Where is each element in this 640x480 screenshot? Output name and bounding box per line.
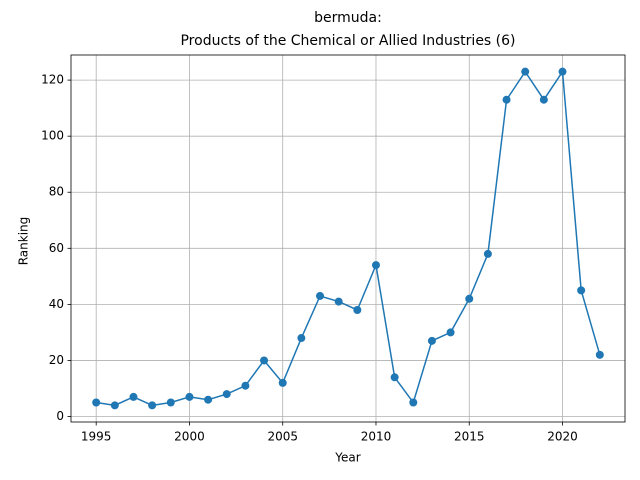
marker (148, 401, 157, 410)
chart-title: bermuda: (314, 10, 382, 26)
marker (297, 334, 306, 343)
marker (371, 261, 380, 270)
x-tick-label: 2015 (454, 430, 485, 444)
marker (577, 286, 586, 295)
y-tick-label: 120 (41, 73, 64, 87)
y-tick-label: 100 (41, 129, 64, 143)
marker (278, 378, 287, 387)
x-tick-label: 2020 (547, 430, 578, 444)
line (96, 69, 601, 407)
marker (595, 350, 604, 359)
chart-title: Products of the Chemical or Allied Indus… (180, 33, 515, 49)
marker (483, 249, 492, 258)
y-axis-label: Ranking (17, 217, 31, 266)
y-tick-label: 40 (49, 297, 64, 311)
x-tick-label: 1995 (81, 430, 112, 444)
x-tick-label: 2010 (361, 430, 392, 444)
x-tick-label: 2000 (174, 430, 205, 444)
y-tick-label: 60 (49, 241, 64, 255)
plot-frame (70, 54, 626, 423)
x-axis-label: Year (334, 451, 360, 465)
marker (465, 294, 474, 303)
marker (316, 291, 325, 300)
marker (185, 392, 194, 401)
marker (222, 390, 231, 399)
marker (92, 398, 101, 407)
x-tick-label: 2005 (267, 430, 298, 444)
marker (521, 67, 530, 76)
marker (110, 401, 119, 410)
marker (260, 356, 269, 365)
marker (427, 336, 436, 345)
marker (446, 328, 455, 337)
marker (129, 392, 138, 401)
marker (502, 95, 511, 104)
y-tick-label: 20 (49, 353, 64, 367)
marker (390, 373, 399, 382)
y-tick-label: 80 (49, 185, 64, 199)
marker (241, 381, 250, 390)
marker (353, 305, 362, 314)
marker (204, 395, 213, 404)
marker (409, 398, 418, 407)
marker (539, 95, 548, 104)
y-tick-label: 0 (56, 409, 64, 423)
marker (166, 398, 175, 407)
marker (558, 67, 567, 76)
marker (334, 297, 343, 306)
